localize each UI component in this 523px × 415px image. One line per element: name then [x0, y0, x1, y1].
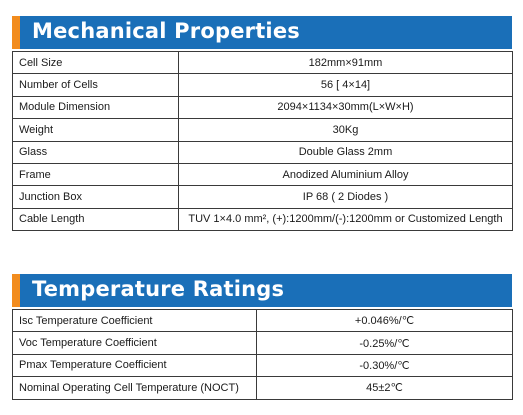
- row-value: Anodized Aluminium Alloy: [178, 162, 513, 187]
- row-value: -0.25%/℃: [256, 331, 513, 355]
- table-row: Frame Anodized Aluminium Alloy: [12, 162, 513, 187]
- row-label: Voc Temperature Coefficient: [12, 331, 257, 355]
- row-value: IP 68 ( 2 Diodes ): [178, 185, 513, 209]
- row-label: Cable Length: [12, 207, 179, 232]
- row-label: Number of Cells: [12, 73, 179, 97]
- row-value: TUV 1×4.0 mm², (+):1200mm/(-):1200mm or …: [178, 207, 513, 232]
- mechanical-properties-table: Cell Size 182mm×91mm Number of Cells 56 …: [12, 50, 513, 232]
- table-row: Cell Size 182mm×91mm: [12, 50, 513, 75]
- row-label: Glass: [12, 140, 179, 164]
- table-row: Junction Box IP 68 ( 2 Diodes ): [12, 185, 513, 209]
- table-row: Glass Double Glass 2mm: [12, 140, 513, 164]
- table-row: Nominal Operating Cell Temperature (NOCT…: [12, 376, 513, 400]
- row-value: 45±2℃: [256, 376, 513, 400]
- row-value: -0.30%/℃: [256, 353, 513, 378]
- row-label: Frame: [12, 162, 179, 187]
- row-value: 30Kg: [178, 118, 513, 142]
- row-value: 56 [ 4×14]: [178, 73, 513, 97]
- row-label: Isc Temperature Coefficient: [12, 308, 257, 333]
- table-row: Voc Temperature Coefficient -0.25%/℃: [12, 331, 513, 355]
- table-row: Pmax Temperature Coefficient -0.30%/℃: [12, 353, 513, 378]
- row-label: Weight: [12, 118, 179, 142]
- table-row: Module Dimension 2094×1134×30mm(L×W×H): [12, 95, 513, 120]
- row-value: +0.046%/℃: [256, 308, 513, 333]
- row-label: Junction Box: [12, 185, 179, 209]
- temperature-ratings-header: Temperature Ratings: [12, 274, 512, 307]
- temperature-ratings-table: Isc Temperature Coefficient +0.046%/℃ Vo…: [12, 308, 513, 400]
- row-value: 2094×1134×30mm(L×W×H): [178, 95, 513, 120]
- table-row: Number of Cells 56 [ 4×14]: [12, 73, 513, 97]
- row-label: Module Dimension: [12, 95, 179, 120]
- section-title: Mechanical Properties: [32, 19, 300, 43]
- table-row: Isc Temperature Coefficient +0.046%/℃: [12, 308, 513, 333]
- section-title: Temperature Ratings: [32, 277, 285, 301]
- row-label: Pmax Temperature Coefficient: [12, 353, 257, 378]
- table-row: Weight 30Kg: [12, 118, 513, 142]
- mechanical-properties-header: Mechanical Properties: [12, 16, 512, 49]
- table-row: Cable Length TUV 1×4.0 mm², (+):1200mm/(…: [12, 207, 513, 232]
- row-label: Nominal Operating Cell Temperature (NOCT…: [12, 376, 257, 400]
- row-label: Cell Size: [12, 50, 179, 75]
- row-value: 182mm×91mm: [178, 50, 513, 75]
- row-value: Double Glass 2mm: [178, 140, 513, 164]
